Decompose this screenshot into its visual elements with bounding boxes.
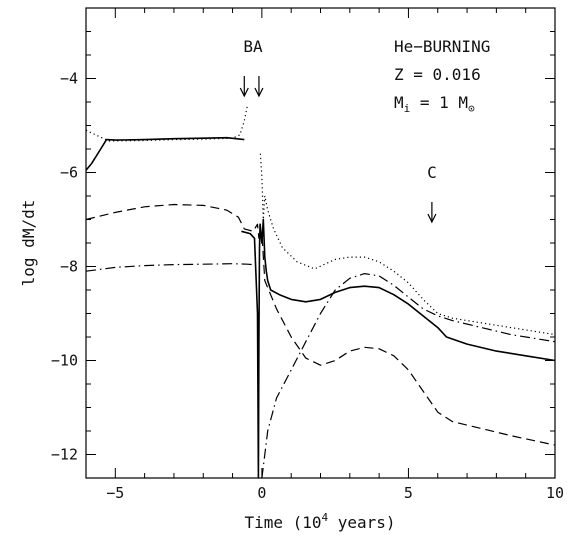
info-sun-symbol: ⊙ — [468, 102, 475, 115]
y-tick-label: −6 — [60, 164, 78, 182]
y-axis-label: log dM/dt — [19, 200, 38, 287]
x-axis-label-tail: years) — [328, 513, 395, 532]
info-metallicity: Z = 0.016 — [394, 65, 481, 84]
down-arrow-head-icon — [427, 213, 437, 224]
y-tick-label: −8 — [60, 258, 78, 276]
info-mass-value: = 1 M — [410, 93, 468, 112]
y-tick-label: −12 — [51, 446, 78, 464]
x-tick-label: −5 — [106, 484, 124, 502]
c-arrow — [427, 202, 437, 224]
down-arrow-head-icon — [239, 87, 249, 98]
x-axis-label: Time (104 years) — [244, 511, 395, 532]
x-axis-label-main: Time (10 — [244, 513, 321, 532]
series-line-dotted — [85, 106, 248, 142]
info-he-burning: He−BURNING — [394, 37, 490, 56]
series-line-solid — [241, 218, 556, 479]
ba-arrows — [239, 76, 264, 98]
series-line-dashdot — [85, 263, 254, 272]
c-label: C — [427, 163, 437, 182]
down-arrow-head-icon — [254, 87, 264, 98]
plot-frame — [85, 7, 556, 479]
info-mass-subscript: i — [404, 102, 411, 115]
info-initial-mass: Mi = 1 M⊙ — [394, 93, 475, 115]
axis-ticks: −5 0 5 10 −12 −10 −8 −6 −4 — [51, 7, 564, 502]
series-layer — [85, 106, 556, 479]
x-tick-label: 10 — [546, 484, 564, 502]
info-mass-symbol: M — [394, 93, 404, 112]
series-line-dotted — [259, 153, 556, 336]
x-tick-label: 5 — [404, 484, 413, 502]
x-tick-label: 0 — [257, 484, 266, 502]
y-tick-label: −10 — [51, 352, 78, 370]
ba-label: BA — [243, 37, 263, 56]
series-line-solid — [85, 136, 245, 171]
x-axis-label-exponent: 4 — [322, 511, 329, 524]
y-axis-label-group: log dM/dt — [19, 200, 38, 287]
series-line-dashed — [85, 203, 556, 446]
y-tick-label: −4 — [60, 70, 78, 88]
